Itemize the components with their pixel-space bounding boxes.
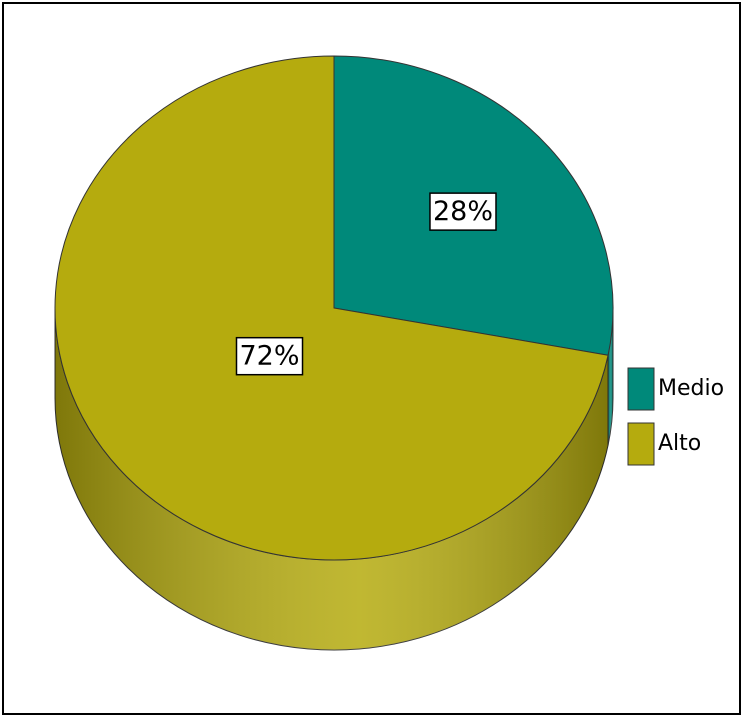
data-label: 28% (433, 196, 493, 227)
pie-side-shade (608, 308, 613, 446)
legend-label: Alto (658, 431, 701, 456)
pie-slice (54, 55, 609, 561)
pie-side-shade (55, 308, 609, 651)
data-label-box (235, 336, 304, 376)
legend-swatch (627, 422, 655, 466)
legend-swatch (627, 367, 655, 411)
data-label-box (429, 192, 497, 231)
data-label: 72% (240, 341, 300, 372)
legend-label: Medio (658, 376, 724, 401)
